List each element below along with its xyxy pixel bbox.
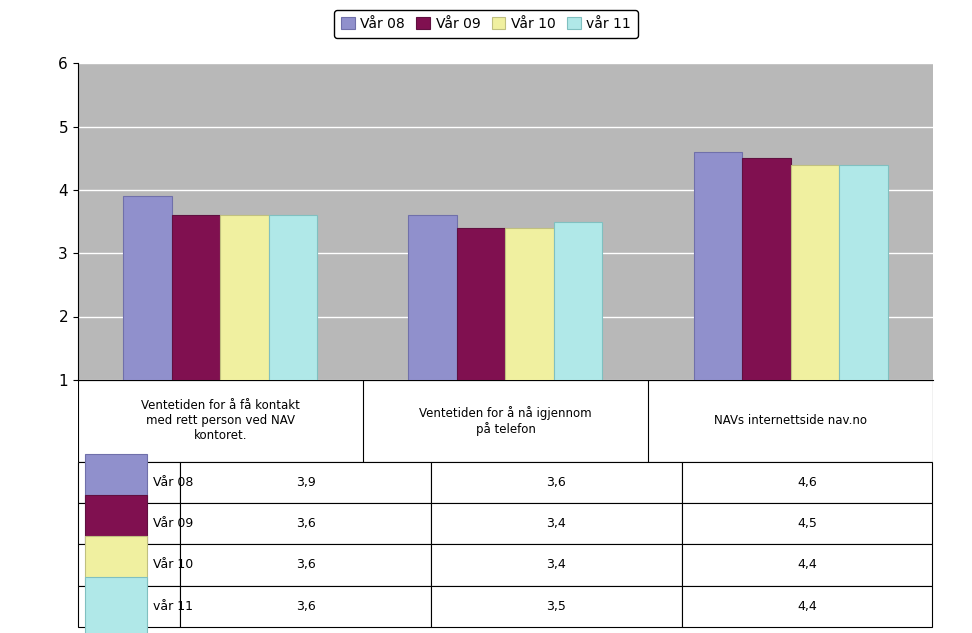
Bar — [681, 544, 932, 586]
Bar — [85, 454, 147, 511]
Bar — [85, 536, 147, 594]
Bar — [85, 577, 147, 633]
Text: Ventetiden for å nå igjennom
på telefon: Ventetiden for å nå igjennom på telefon — [419, 406, 592, 436]
Bar — [78, 544, 181, 586]
Text: 3,6: 3,6 — [295, 517, 316, 530]
Text: NAVs internettside nav.no: NAVs internettside nav.no — [714, 415, 867, 427]
Text: Vår 10: Vår 10 — [154, 558, 193, 572]
Bar — [172, 215, 221, 380]
Text: 3,9: 3,9 — [295, 476, 316, 489]
Bar — [123, 196, 172, 380]
Bar — [85, 495, 147, 553]
Bar — [78, 503, 181, 544]
Text: vår 11: vår 11 — [154, 599, 193, 613]
Text: 4,4: 4,4 — [797, 558, 816, 572]
Bar — [431, 544, 681, 586]
Bar — [431, 503, 681, 544]
Text: 4,6: 4,6 — [797, 476, 816, 489]
Bar — [839, 165, 887, 380]
Bar — [181, 544, 431, 586]
Bar — [554, 222, 603, 380]
Bar — [694, 152, 742, 380]
Text: 4,5: 4,5 — [797, 517, 816, 530]
Text: 3,6: 3,6 — [295, 599, 316, 613]
Bar — [681, 503, 932, 544]
Bar — [78, 462, 181, 503]
Bar — [681, 586, 932, 627]
Text: 3,5: 3,5 — [546, 599, 567, 613]
Text: 4,4: 4,4 — [797, 599, 816, 613]
Bar — [408, 215, 457, 380]
Text: Vår 09: Vår 09 — [154, 517, 193, 530]
Bar — [78, 586, 181, 627]
Text: Ventetiden for å få kontakt
med rett person ved NAV
kontoret.: Ventetiden for å få kontakt med rett per… — [141, 399, 299, 442]
Bar — [431, 462, 681, 503]
Bar — [181, 586, 431, 627]
Bar — [181, 503, 431, 544]
Bar — [431, 586, 681, 627]
Text: 3,4: 3,4 — [546, 517, 567, 530]
Text: Vår 08: Vår 08 — [154, 476, 193, 489]
Bar — [681, 462, 932, 503]
Text: 3,6: 3,6 — [295, 558, 316, 572]
Bar — [505, 228, 554, 380]
Bar — [181, 462, 431, 503]
Bar — [221, 215, 269, 380]
Bar — [269, 215, 317, 380]
Text: 3,4: 3,4 — [546, 558, 567, 572]
Bar — [742, 158, 790, 380]
Bar — [790, 165, 839, 380]
Text: 3,6: 3,6 — [546, 476, 567, 489]
Legend: Vår 08, Vår 09, Vår 10, vår 11: Vår 08, Vår 09, Vår 10, vår 11 — [334, 10, 638, 38]
Bar — [457, 228, 505, 380]
